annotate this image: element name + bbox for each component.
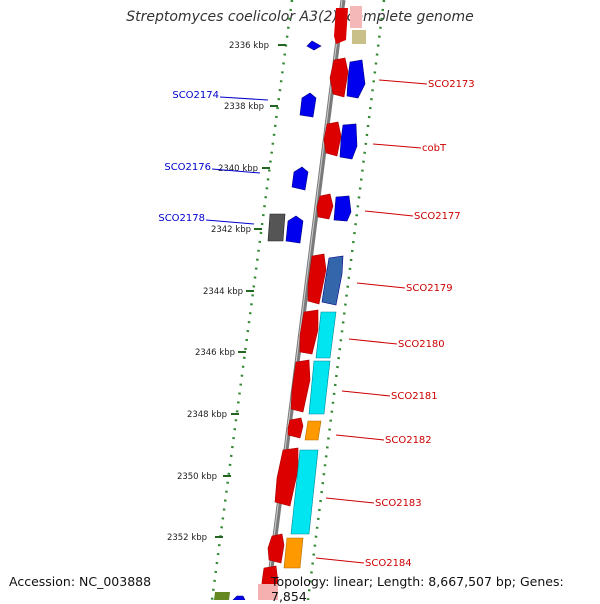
gene-arrow: [329, 57, 349, 98]
gene-block: [350, 6, 362, 28]
map-title: Streptomyces coelicolor A3(2), complete …: [126, 9, 474, 25]
label-leader: [205, 219, 255, 225]
gene-arrow: [334, 8, 348, 44]
gene-arrow: [283, 537, 304, 569]
tick-label: 2350 kbp: [177, 472, 217, 482]
tick-label: 2336 kbp: [229, 41, 269, 51]
label-leader: [378, 79, 428, 85]
gene-arrow: [232, 595, 246, 600]
tick-label: 2346 kbp: [195, 348, 235, 358]
label-leader: [219, 96, 269, 101]
gene-block: [315, 311, 337, 359]
gene-arrow: [307, 253, 327, 305]
gene-label: SCO2174: [172, 90, 219, 101]
gene-label: SCO2178: [158, 213, 205, 224]
gene-arrow: [339, 123, 358, 160]
gene-block: [352, 30, 366, 44]
gene-arrow: [299, 309, 319, 355]
gene-block: [267, 213, 286, 242]
gene-label: cobT: [422, 143, 447, 154]
label-leader: [341, 390, 391, 397]
tick-label: 2340 kbp: [218, 164, 258, 174]
gene-arrow: [323, 121, 342, 157]
label-leader: [211, 168, 261, 174]
label-leader: [325, 497, 375, 504]
gene-arrow: [267, 533, 285, 564]
gene-block: [290, 449, 319, 535]
gene-arrow: [287, 417, 304, 439]
label-leader: [364, 210, 414, 217]
tick-label: 2344 kbp: [203, 287, 243, 297]
gene-label: SCO2177: [414, 211, 461, 222]
gene-block: [308, 360, 331, 415]
gene-arrow: [316, 193, 334, 220]
label-leader: [348, 338, 398, 345]
tick-label: 2348 kbp: [187, 410, 227, 420]
gene-label: SCO2179: [406, 283, 453, 294]
label-leader: [356, 282, 406, 289]
gene-label: SCO2184: [365, 558, 412, 569]
tick-label: 2352 kbp: [167, 533, 207, 543]
gene-label: SCO2182: [385, 435, 432, 446]
gene-label: SCO2181: [391, 391, 438, 402]
label-leader: [335, 434, 385, 441]
gene-arrow: [291, 166, 309, 191]
tick-label: 2338 kbp: [224, 102, 264, 112]
gene-label: SCO2176: [164, 162, 211, 173]
outer-guide-left: [210, 0, 294, 600]
label-leader: [315, 557, 365, 564]
gene-arrow: [285, 215, 304, 244]
label-leader: [372, 143, 422, 149]
gene-label: SCO2180: [398, 339, 445, 350]
gene-arrow: [346, 59, 366, 99]
gene-arrow: [299, 92, 317, 118]
gene-block: [258, 584, 278, 600]
gene-label: SCO2183: [375, 498, 422, 509]
gene-arrow: [290, 359, 311, 413]
gene-block: [214, 592, 230, 600]
gene-arrow: [274, 447, 299, 507]
tick-label: 2342 kbp: [211, 225, 251, 235]
gene-arrow: [333, 195, 352, 222]
gene-label: SCO2173: [428, 79, 475, 90]
outer-guide-right: [306, 0, 386, 600]
gene-arrow: [304, 420, 322, 441]
accession-text: Accession: NC_003888: [9, 574, 152, 589]
gene-arrow: [306, 40, 322, 51]
gene-arrow: [321, 255, 344, 306]
ruler-ticks: [215, 44, 286, 538]
